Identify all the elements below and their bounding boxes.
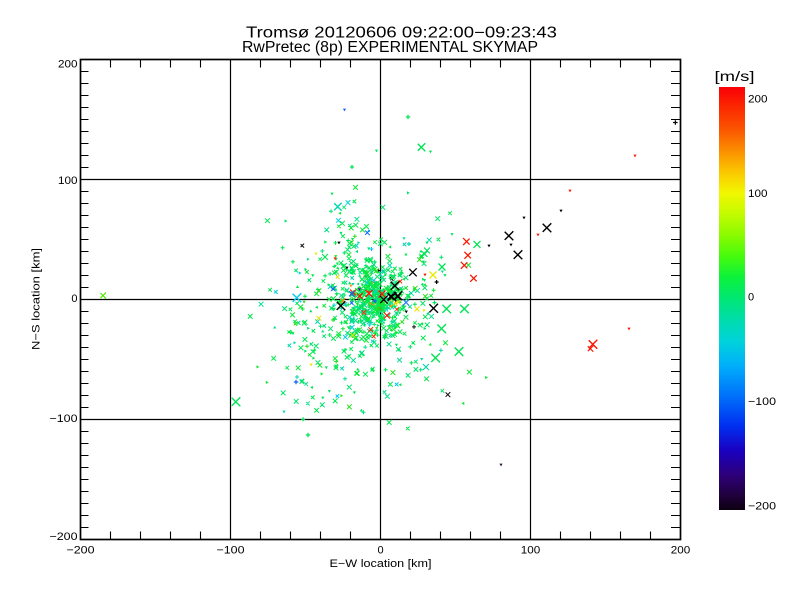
svg-text:0: 0: [377, 545, 383, 557]
svg-text:−100: −100: [217, 545, 245, 557]
svg-text:E−W location [km]: E−W location [km]: [330, 558, 432, 570]
svg-text:200: 200: [671, 545, 691, 557]
svg-text:N−S location [km]: N−S location [km]: [31, 248, 43, 350]
svg-text:100: 100: [521, 545, 541, 557]
svg-text:200: 200: [748, 93, 768, 105]
svg-text:200: 200: [58, 59, 78, 71]
svg-text:RwPretec (8p) EXPERIMENTAL SKY: RwPretec (8p) EXPERIMENTAL SKYMAP: [242, 39, 538, 56]
svg-text:−200: −200: [67, 545, 95, 557]
svg-text:−100: −100: [50, 413, 78, 425]
svg-text:0: 0: [71, 293, 77, 305]
svg-text:−200: −200: [50, 531, 78, 543]
svg-text:0: 0: [748, 292, 754, 304]
svg-text:[m/s]: [m/s]: [715, 68, 755, 84]
svg-text:−100: −100: [748, 396, 776, 408]
svg-text:Tromsø 20120606 09:22:00−09:23: Tromsø 20120606 09:22:00−09:23:43: [246, 25, 557, 42]
svg-text:100: 100: [748, 188, 768, 200]
svg-text:100: 100: [58, 175, 78, 187]
svg-text:−200: −200: [748, 501, 776, 513]
